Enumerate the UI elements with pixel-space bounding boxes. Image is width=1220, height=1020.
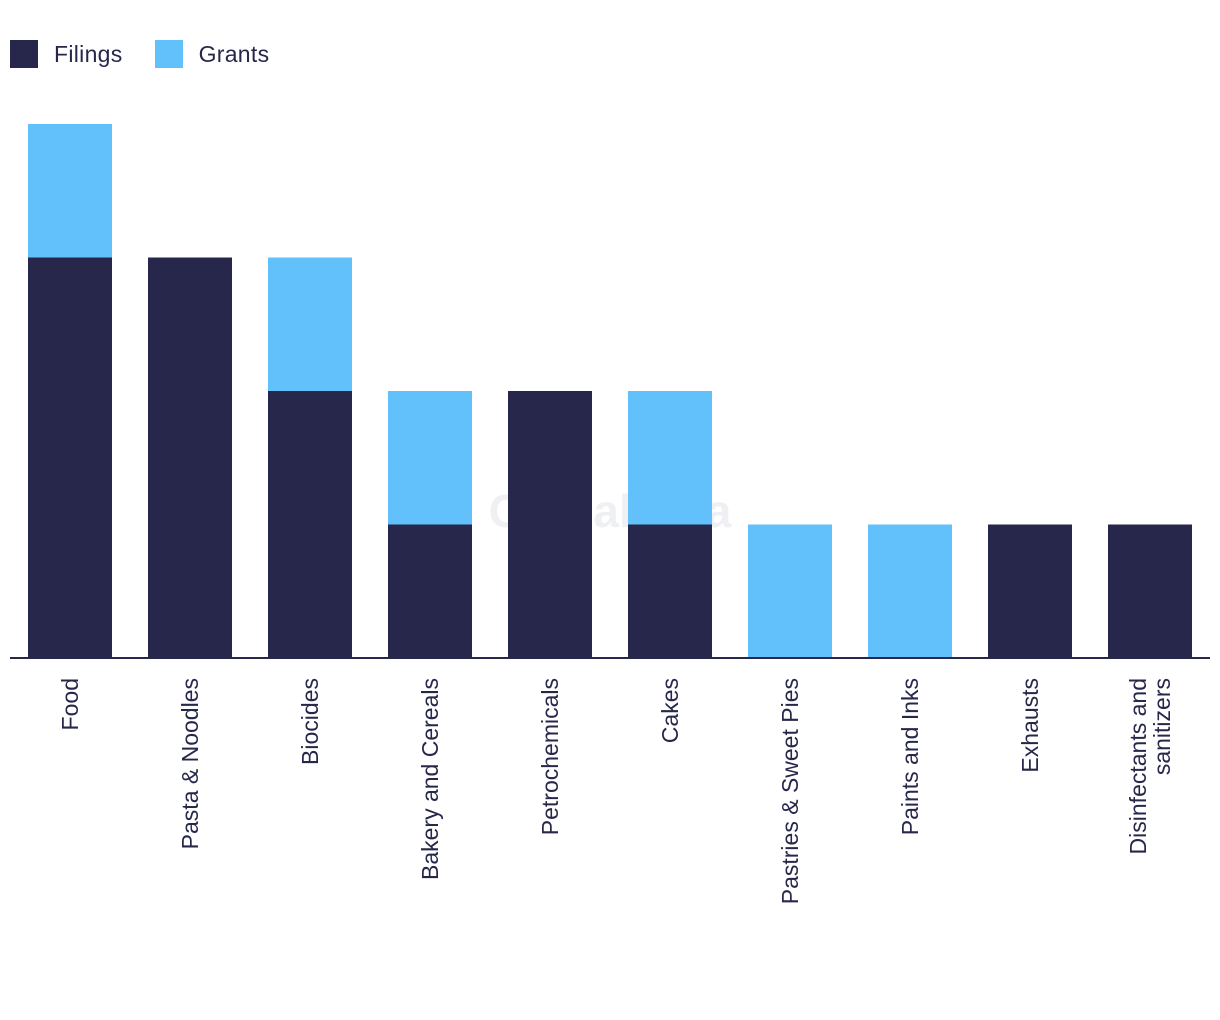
bar-grants-biocides	[268, 257, 352, 391]
x-tick-label-paints-and-inks: Paints and Inks	[897, 678, 923, 835]
legend-swatch-filings	[10, 40, 38, 68]
bars-group	[28, 124, 1192, 658]
chart-legend: Filings Grants	[10, 40, 269, 68]
bar-filings-exhausts	[988, 524, 1072, 658]
bar-grants-bakery-and-cereals	[388, 391, 472, 525]
x-tick-label-exhausts: Exhausts	[1017, 678, 1043, 773]
bar-filings-pasta-and-noodles	[148, 257, 232, 658]
x-tick-label-petrochemicals: Petrochemicals	[537, 678, 563, 835]
bar-filings-cakes	[628, 524, 712, 658]
bar-filings-disinfectants-and-sanitizers	[1108, 524, 1192, 658]
bar-filings-petrochemicals	[508, 391, 592, 658]
x-tick-label-pastries-and-sweet-pies: Pastries & Sweet Pies	[777, 678, 803, 904]
legend-swatch-grants	[154, 40, 183, 68]
bar-grants-food	[28, 124, 112, 258]
x-tick-labels: Food Pasta & Noodles Biocides Bakery and Ce…	[57, 678, 1175, 904]
legend-label-grants: Grants	[198, 40, 270, 67]
bar-filings-food	[28, 257, 112, 658]
bar-grants-paints-and-inks	[868, 524, 952, 658]
x-tick-label-pasta-and-noodles: Pasta & Noodles	[177, 678, 203, 849]
x-tick-label-biocides: Biocides	[297, 678, 323, 765]
bar-grants-cakes	[628, 391, 712, 525]
legend-item-grants: Grants	[154, 40, 270, 68]
x-tick-label-bakery-and-cereals: Bakery and Cereals	[417, 678, 443, 880]
x-tick-label-disinfectants-and-sanitizers: Disinfectants andsanitizers	[1125, 678, 1175, 854]
bar-grants-pastries-and-sweet-pies	[748, 524, 832, 658]
bar-filings-biocides	[268, 391, 352, 658]
x-tick-label-food: Food	[57, 678, 83, 730]
x-tick-label-cakes: Cakes	[657, 678, 683, 743]
bar-filings-bakery-and-cereals	[388, 524, 472, 658]
legend-item-filings: Filings	[10, 40, 123, 68]
legend-label-filings: Filings	[54, 40, 123, 67]
